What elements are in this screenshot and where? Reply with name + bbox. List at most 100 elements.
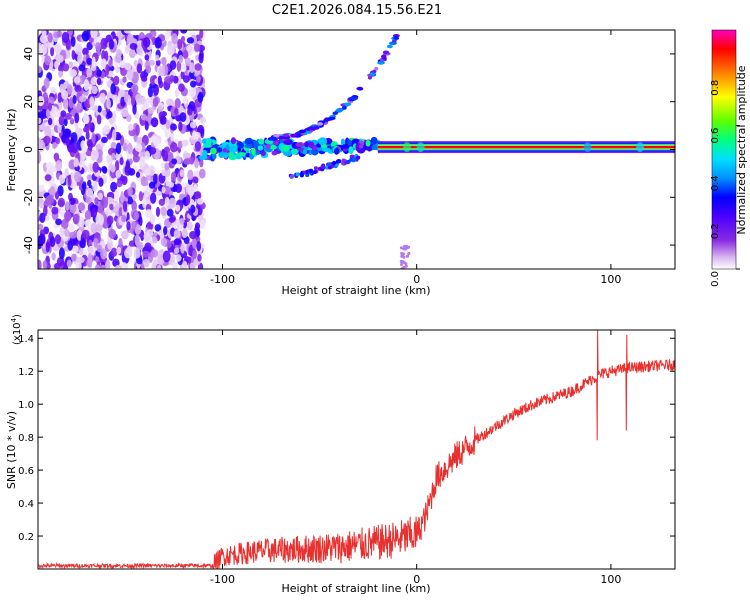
heat-cell <box>132 103 137 115</box>
heat-cell <box>182 49 189 60</box>
heat-cell <box>81 181 87 191</box>
y-tick-label: 0.2 <box>18 532 34 543</box>
heat-cell <box>194 141 202 152</box>
heat-cell <box>91 85 98 95</box>
heat-cell <box>102 125 110 135</box>
heat-cell <box>365 139 371 147</box>
heat-cell <box>211 152 217 160</box>
heat-cell <box>164 131 171 139</box>
heat-cell <box>70 36 76 47</box>
colorbar: 0.0 0.2 0.4 0.6 0.8 Normalized spectral ampl… <box>710 29 748 287</box>
heat-cell <box>324 165 329 170</box>
heat-cell <box>47 208 53 216</box>
heat-cell <box>348 146 354 155</box>
heat-cell <box>194 191 202 200</box>
heat-cell <box>39 212 46 223</box>
heat-cell <box>178 54 184 64</box>
heat-cell <box>140 179 149 187</box>
heat-cell <box>341 158 346 163</box>
heat-cell <box>400 254 404 258</box>
heat-cell <box>96 77 102 85</box>
heat-cell <box>271 150 278 156</box>
heat-cell <box>178 83 185 92</box>
heat-cell <box>194 222 201 230</box>
snr-scale-factor: (x104) <box>10 314 23 345</box>
heat-cell <box>103 196 109 204</box>
heat-cell <box>157 75 162 85</box>
heat-cell <box>174 98 181 109</box>
heat-cell <box>87 179 92 187</box>
heat-cell <box>401 252 405 256</box>
heat-cell <box>110 141 117 150</box>
heat-cell <box>99 92 106 104</box>
heat-cell <box>152 97 159 108</box>
heat-cell <box>38 105 43 112</box>
heat-cell <box>115 65 120 74</box>
heat-cell <box>86 57 93 66</box>
colorbar-gradient <box>711 29 737 270</box>
heat-cell <box>54 234 61 245</box>
heat-cell <box>70 132 78 144</box>
heat-cell <box>167 240 172 248</box>
heat-cell <box>97 105 102 113</box>
heat-cell <box>106 110 113 119</box>
heat-cell <box>76 256 85 264</box>
heat-cell <box>61 31 70 44</box>
heat-cell <box>388 41 397 46</box>
heat-cell <box>151 262 157 269</box>
heat-cell <box>69 197 76 206</box>
heat-cell <box>114 264 123 269</box>
colorbar-tick-label: 0.0 <box>710 271 721 287</box>
y-tick-label: 0.8 <box>18 433 34 444</box>
spectrogram-marks <box>38 30 675 269</box>
snr-x-label: Height of straight line (km) <box>281 582 430 595</box>
snr-series-line <box>38 330 675 569</box>
heat-cell <box>290 174 295 179</box>
heat-cell <box>44 174 52 182</box>
heat-cell <box>198 52 204 64</box>
heat-cell <box>38 95 45 107</box>
heat-cell <box>51 206 59 215</box>
heat-cell <box>150 192 157 204</box>
heat-cell <box>84 210 92 221</box>
heat-cell <box>402 255 406 259</box>
heat-cell <box>340 138 346 146</box>
heat-cell <box>98 177 104 187</box>
heat-cell <box>128 123 134 131</box>
y-tick-label: 20 <box>22 95 35 109</box>
heat-cell <box>52 141 57 149</box>
heat-cell <box>169 60 177 70</box>
heat-cell <box>94 264 101 269</box>
heat-cell <box>180 35 186 43</box>
colorbar-tick-label: 0.6 <box>710 128 721 144</box>
heat-cell <box>169 141 178 153</box>
heat-cell <box>192 249 198 260</box>
heat-cell <box>144 242 152 253</box>
colorbar-tick-label: 0.8 <box>710 80 721 96</box>
heat-cell <box>174 247 180 254</box>
heat-cell <box>52 106 59 118</box>
heat-cell <box>78 95 87 103</box>
heat-cell <box>636 142 645 153</box>
heat-cell <box>96 244 103 253</box>
heat-cell <box>116 246 122 255</box>
heat-cell <box>370 136 378 145</box>
heat-cell <box>144 168 150 176</box>
heat-cell <box>189 121 197 129</box>
heat-cell <box>43 77 50 89</box>
heat-cell <box>171 33 178 45</box>
heat-cell <box>54 43 62 54</box>
heat-cell <box>164 162 170 171</box>
heat-cell <box>38 233 45 246</box>
heat-cell <box>332 111 339 116</box>
heat-cell <box>138 191 144 202</box>
heat-cell <box>182 228 188 239</box>
heat-cell <box>156 264 162 269</box>
heat-cell <box>116 48 122 58</box>
heat-cell <box>377 61 385 65</box>
heat-cell <box>393 36 399 40</box>
heat-cell <box>356 155 361 160</box>
heat-cell <box>65 136 71 146</box>
heat-cell <box>343 102 352 107</box>
heat-cell <box>57 185 64 197</box>
